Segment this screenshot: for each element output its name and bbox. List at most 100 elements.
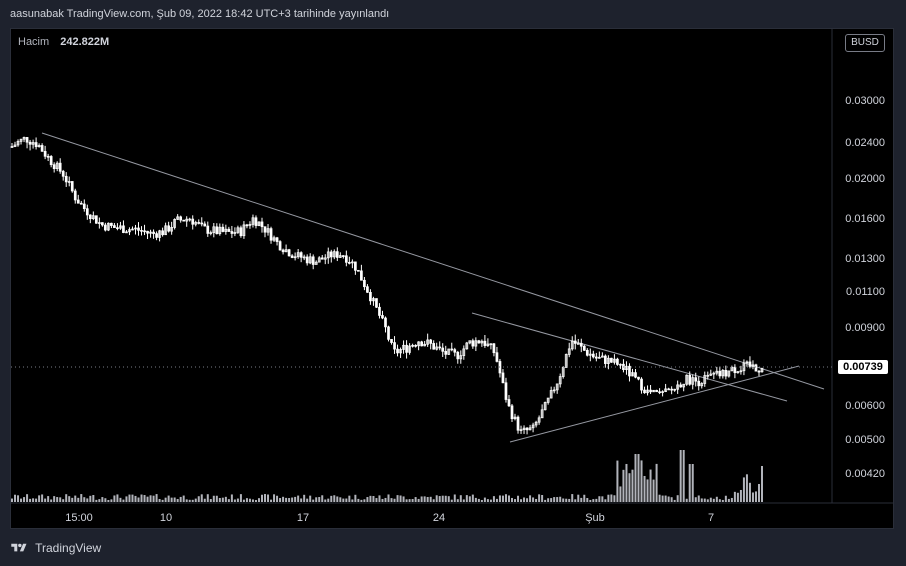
volume-bar: [291, 497, 294, 502]
candle-body: [341, 255, 345, 257]
volume-bar: [553, 497, 556, 502]
y-tick-label: 0.03000: [845, 95, 885, 107]
volume-bar: [634, 454, 637, 502]
candle-body: [649, 389, 652, 393]
candle-body: [435, 346, 439, 350]
volume-bar: [167, 495, 170, 502]
candle-body: [113, 225, 116, 228]
candle-body: [555, 383, 559, 391]
candle-body: [351, 261, 354, 264]
candle-body: [372, 298, 375, 302]
chart-panel[interactable]: [10, 28, 894, 529]
candle-body: [378, 306, 381, 316]
volume-bar: [435, 495, 438, 502]
candle-body: [601, 355, 604, 358]
candle-body: [167, 225, 170, 232]
candle-body: [302, 256, 306, 259]
volume-bar: [622, 469, 625, 502]
volume-bar: [456, 499, 459, 502]
volume-bar: [140, 494, 143, 502]
volume-bar: [649, 469, 652, 502]
trendline[interactable]: [509, 365, 800, 443]
candle-body: [329, 251, 333, 258]
candle-body: [58, 162, 62, 172]
volume-bar: [125, 496, 128, 502]
candle-body: [308, 256, 312, 264]
candle-body: [149, 231, 152, 234]
candle-body: [634, 372, 637, 378]
volume-bar: [158, 498, 161, 502]
candle-body: [52, 164, 56, 170]
volume-bar: [733, 491, 736, 502]
volume-bar: [676, 495, 679, 502]
candle-body: [607, 357, 610, 364]
volume-bar: [583, 494, 586, 502]
volume-bar: [739, 489, 742, 502]
candle-body: [248, 224, 252, 226]
volume-bar: [209, 499, 212, 502]
trendline[interactable]: [41, 132, 825, 390]
candle-body: [131, 228, 134, 231]
volume-bar: [718, 499, 721, 502]
candle-body: [10, 146, 14, 148]
candle-body: [552, 389, 556, 392]
volume-bar: [89, 495, 92, 502]
currency-badge[interactable]: BUSD: [845, 34, 885, 52]
volume-bar: [14, 494, 17, 502]
volume-bar: [80, 494, 83, 502]
volume-bar: [700, 498, 703, 502]
volume-bar: [230, 494, 233, 502]
candle-body: [194, 222, 198, 225]
volume-bar: [601, 496, 604, 502]
candle-body: [760, 368, 764, 373]
volume-bar: [218, 497, 221, 502]
y-tick-label: 0.02000: [845, 173, 885, 185]
candle-body: [116, 227, 119, 229]
volume-bars: [11, 450, 763, 502]
candle-body: [158, 230, 161, 238]
volume-bar: [257, 498, 260, 502]
price-axis-ticks: 0.03000 0.02400 0.02000 0.01600 0.01300 0.011…: [845, 95, 885, 480]
candle-body: [46, 155, 50, 158]
volume-bar: [761, 466, 763, 502]
candle-body: [570, 340, 574, 350]
candle-body: [540, 409, 544, 419]
volume-bar: [282, 496, 285, 502]
volume-bar: [191, 499, 194, 502]
candle-body: [332, 251, 336, 258]
volume-bar: [637, 454, 640, 502]
volume-legend: Hacim 242.822M: [18, 36, 109, 48]
candle-body: [363, 279, 366, 288]
candle-body: [396, 348, 399, 354]
volume-bar: [242, 499, 245, 502]
volume-bar: [514, 499, 517, 502]
volume-bar: [658, 494, 661, 502]
candle-body: [489, 343, 493, 346]
volume-bar: [501, 495, 504, 502]
candle-body: [390, 339, 393, 343]
volume-bar: [688, 464, 691, 502]
candle-body: [85, 208, 89, 216]
volume-bar: [182, 495, 185, 502]
volume-bar: [336, 496, 339, 502]
candle-body: [320, 257, 324, 260]
volume-bar: [562, 498, 565, 502]
candle-body: [703, 375, 707, 384]
volume-bar: [577, 494, 580, 502]
volume-bar: [279, 498, 282, 502]
candle-body: [534, 421, 538, 426]
volume-bar: [757, 484, 760, 502]
volume-bar: [288, 498, 291, 502]
volume-bar: [224, 496, 227, 502]
candle-body: [685, 374, 689, 385]
candle-body: [408, 345, 411, 353]
volume-bar: [131, 494, 134, 502]
volume-bar: [194, 498, 197, 502]
footer-brand[interactable]: TradingView: [10, 541, 101, 555]
candle-body: [676, 384, 680, 390]
trendline[interactable]: [471, 312, 788, 402]
candle-body: [203, 223, 207, 227]
candle-body: [354, 261, 357, 271]
y-tick-label: 0.01600: [845, 213, 885, 225]
